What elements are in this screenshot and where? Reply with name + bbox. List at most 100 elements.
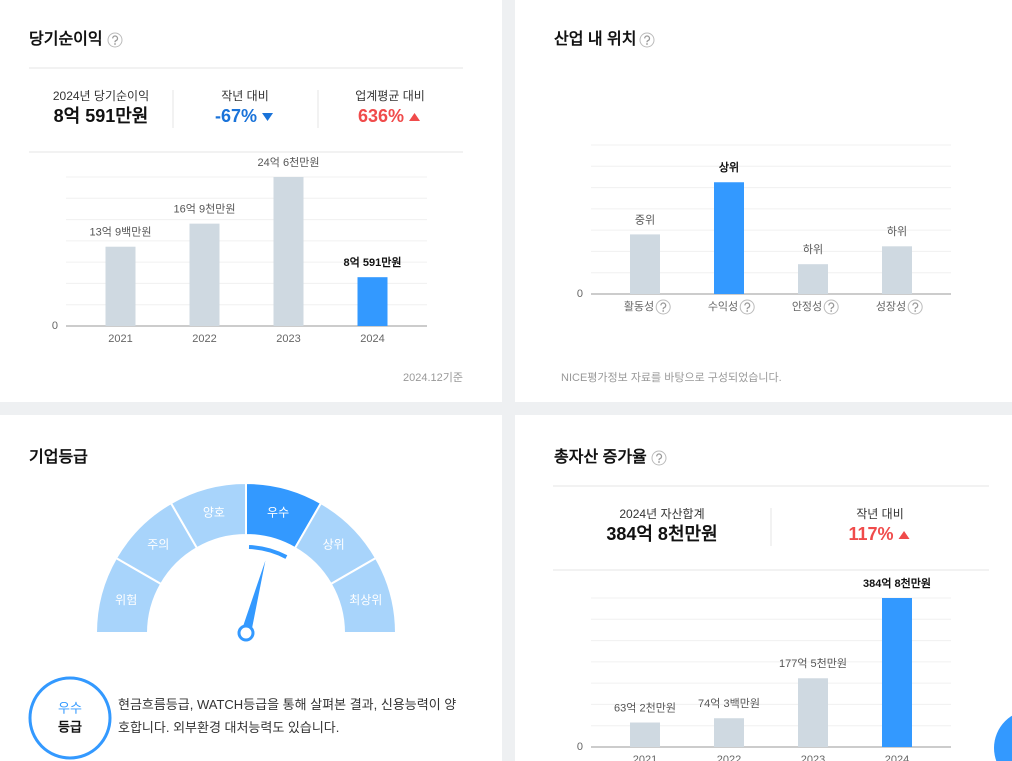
needle — [241, 560, 266, 635]
bar — [630, 234, 660, 294]
panel-title: 당기순이익 — [29, 29, 103, 48]
panel-title: 총자산 증가율 — [554, 448, 647, 466]
trend-arrow — [409, 113, 421, 121]
panel — [515, 0, 1012, 402]
badge-suffix: 등급 — [58, 719, 82, 734]
bar — [357, 277, 388, 326]
value-label: 상위 — [719, 160, 739, 174]
help-icon[interactable] — [907, 299, 923, 315]
help-circle — [655, 299, 671, 315]
panel — [0, 0, 502, 402]
x-tick-label: 안정성 — [792, 300, 822, 313]
panel-title: 기업등급 — [29, 448, 88, 466]
badge-grade: 우수 — [58, 700, 82, 715]
help-circle — [651, 450, 667, 466]
value-label: 13억 9백만원 — [90, 226, 152, 239]
bar — [630, 722, 660, 747]
help-circle — [823, 299, 839, 315]
x-tick-label: 2022 — [717, 754, 741, 761]
needle-hub — [237, 624, 255, 642]
value-label: 하위 — [887, 224, 907, 238]
x-tick-label: 2021 — [108, 333, 132, 345]
help-circle — [639, 32, 655, 48]
bar — [798, 678, 828, 747]
help-icon[interactable] — [823, 299, 839, 315]
help-icon[interactable] — [651, 450, 667, 466]
help-dot — [746, 310, 749, 312]
bar — [882, 598, 912, 747]
summary-value: 117% — [848, 524, 893, 544]
bar — [105, 246, 136, 326]
value-label: 24억 6천만원 — [258, 155, 320, 169]
trend-arrow — [898, 531, 910, 539]
help-glyph — [912, 302, 919, 310]
bar — [798, 264, 828, 294]
floating-button[interactable] — [994, 710, 1012, 761]
grade-label: 우수 — [267, 505, 289, 519]
help-glyph — [828, 302, 835, 310]
summary-label: 업계평균 대비 — [355, 89, 425, 103]
y-tick-label: 0 — [577, 288, 583, 300]
help-icon[interactable] — [739, 299, 755, 315]
grade-label: 최상위 — [349, 593, 382, 607]
bar — [714, 182, 744, 294]
grade-badge — [28, 676, 112, 760]
panel-title: 산업 내 위치 — [554, 30, 637, 48]
value-label: 177억 5천만원 — [779, 656, 847, 670]
x-tick-label: 2023 — [276, 333, 300, 345]
help-dot — [658, 461, 660, 463]
help-dot — [914, 310, 917, 312]
help-glyph — [656, 453, 663, 461]
summary-label: 작년 대비 — [221, 89, 269, 103]
x-tick-label: 2024 — [360, 333, 384, 345]
bar — [189, 223, 220, 326]
x-tick-label: 2024 — [885, 754, 909, 761]
grade-description: 현금흐름등급, WATCH등급을 통해 살펴본 결과, 신용능력이 양호합니다.… — [118, 697, 457, 735]
x-tick-label: 2021 — [633, 754, 657, 761]
grade-label: 상위 — [323, 537, 345, 551]
grade-label: 위험 — [115, 593, 137, 607]
help-dot — [830, 310, 833, 312]
grade-label: 양호 — [203, 505, 225, 519]
value-label: 16억 9천만원 — [174, 202, 236, 216]
grade-label: 주의 — [147, 537, 169, 551]
bar — [882, 246, 912, 294]
value-label: 하위 — [803, 242, 823, 256]
help-dot — [114, 43, 116, 45]
help-icon[interactable] — [655, 299, 671, 315]
help-dot — [662, 310, 665, 312]
summary-value: 636% — [358, 106, 404, 126]
summary-value: 8억 591만원 — [54, 106, 149, 126]
y-tick-label: 0 — [52, 320, 58, 332]
value-label: 8억 591만원 — [344, 255, 402, 269]
summary-value: -67% — [215, 106, 257, 126]
summary-value: 384억 8천만원 — [606, 524, 717, 544]
x-tick-label: 활동성 — [624, 299, 654, 313]
help-dot — [646, 43, 648, 45]
help-circle — [907, 299, 923, 315]
value-label: 63억 2천만원 — [614, 700, 676, 714]
help-icon[interactable] — [107, 32, 123, 48]
help-glyph — [744, 302, 751, 310]
summary-label: 작년 대비 — [856, 507, 904, 521]
help-glyph — [644, 35, 651, 43]
bar — [273, 177, 304, 326]
help-circle — [107, 32, 123, 48]
trend-arrow — [262, 113, 274, 121]
help-glyph — [660, 302, 667, 310]
bar — [714, 718, 744, 747]
grade-indicator — [248, 545, 288, 559]
value-label: 중위 — [635, 213, 655, 226]
x-tick-label: 2022 — [192, 333, 216, 345]
value-label: 384억 8천만원 — [863, 576, 931, 590]
summary-label: 2024년 자산합계 — [619, 507, 704, 521]
x-tick-label: 수익성 — [708, 300, 738, 313]
value-label: 74억 3백만원 — [698, 697, 760, 710]
grade-segment — [329, 556, 398, 634]
help-circle — [739, 299, 755, 315]
x-tick-label: 성장성 — [876, 300, 906, 313]
y-tick-label: 0 — [577, 741, 583, 753]
help-icon[interactable] — [639, 32, 655, 48]
